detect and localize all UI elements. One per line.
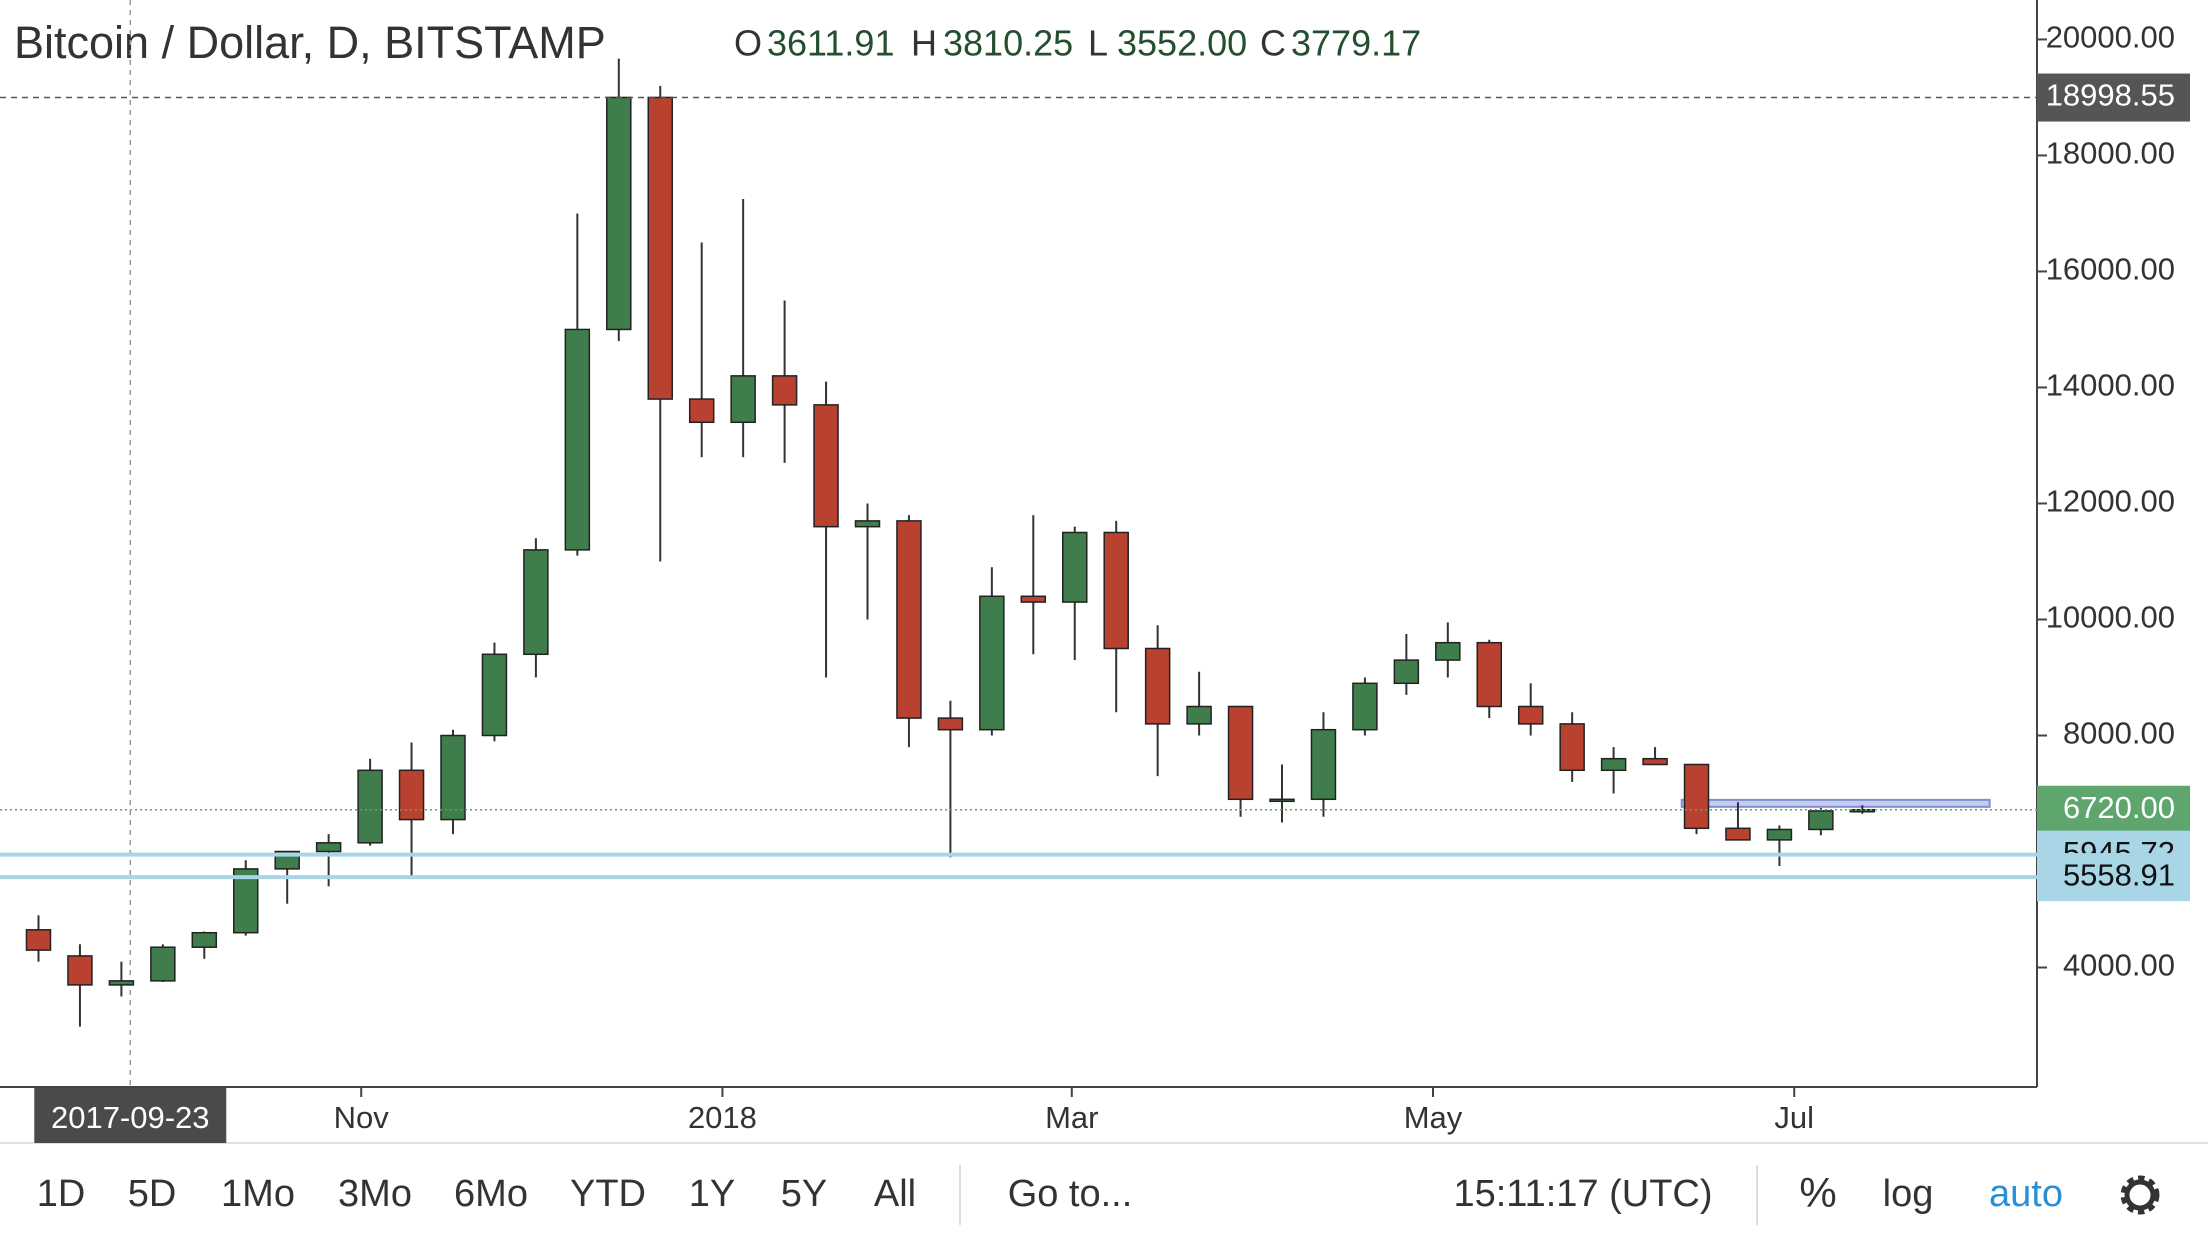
candle-body <box>1062 531 1088 603</box>
candle-body <box>25 929 52 951</box>
price-label: 18998.55 <box>2046 78 2175 113</box>
range-button[interactable]: 5D <box>128 1173 177 1215</box>
candle-body <box>481 653 508 737</box>
candle-body <box>937 717 964 731</box>
candle-body <box>771 375 798 406</box>
candle-body <box>1144 647 1171 725</box>
candle-body <box>1517 705 1544 725</box>
legend-value: 3779.17 <box>1291 23 1421 64</box>
x-tick-label: May <box>1404 1100 1463 1135</box>
y-tick-label: 14000.00 <box>2046 368 2175 403</box>
candle-body <box>688 398 715 424</box>
candle-body <box>1435 641 1461 661</box>
price-label: 6720.00 <box>2063 790 2175 825</box>
legend-key: O <box>734 23 762 64</box>
crosshair-date-box <box>34 1088 227 1143</box>
candle-body <box>564 328 591 551</box>
range-button[interactable]: 1Y <box>689 1173 735 1215</box>
candle-body <box>1227 705 1254 801</box>
crosshair-date: 2017-09-23 <box>51 1100 210 1135</box>
candle-body <box>979 595 1005 731</box>
candle-body <box>854 520 881 528</box>
candle-body <box>1393 659 1420 685</box>
candle-body <box>1352 682 1378 731</box>
candle-body <box>896 520 922 719</box>
y-tick-label: 8000.00 <box>2063 716 2175 751</box>
legend-value: 3611.91 <box>767 23 894 64</box>
range-button[interactable]: 1D <box>37 1173 86 1215</box>
range-button[interactable]: All <box>874 1173 916 1215</box>
candle-body <box>1310 728 1337 801</box>
candle-body <box>1808 810 1834 831</box>
candle-body <box>1600 757 1627 772</box>
percent-toggle[interactable]: % <box>1799 1169 1836 1216</box>
candle-body <box>67 955 93 986</box>
price-label-box <box>2037 785 2190 834</box>
candle-body <box>191 931 218 948</box>
candle-body <box>813 404 839 528</box>
y-tick-label: 16000.00 <box>2046 252 2175 287</box>
candle-body <box>150 946 176 982</box>
candle-body <box>1766 828 1793 841</box>
x-tick-label: Jul <box>1774 1100 1814 1135</box>
candle-body <box>1725 827 1751 841</box>
legend-value: 3810.25 <box>943 23 1073 64</box>
goto-button[interactable]: Go to... <box>1008 1173 1133 1215</box>
y-tick-label: 10000.00 <box>2046 600 2175 635</box>
zone <box>1680 798 1991 808</box>
candle-body <box>1849 808 1876 813</box>
range-button[interactable]: 6Mo <box>454 1173 528 1215</box>
legend-key: L <box>1088 23 1108 64</box>
auto-toggle[interactable]: auto <box>1989 1173 2063 1215</box>
range-button[interactable]: 1Mo <box>221 1173 295 1215</box>
legend-value: 3552.00 <box>1117 23 1247 64</box>
y-tick-label: 4000.00 <box>2063 948 2175 983</box>
y-tick-label: 12000.00 <box>2046 484 2175 519</box>
legend-key: C <box>1260 23 1286 64</box>
candle-body <box>108 980 135 986</box>
price-label-box <box>2037 73 2190 122</box>
candle-body <box>647 96 673 400</box>
x-tick-label: Nov <box>334 1100 390 1135</box>
candle-body <box>1103 531 1129 650</box>
candle-body <box>1642 757 1668 766</box>
chart-title: Bitcoin / Dollar, D, BITSTAMP <box>14 17 606 68</box>
range-button[interactable]: 3Mo <box>338 1173 412 1215</box>
y-tick-label: 20000.00 <box>2046 20 2175 55</box>
candle-body <box>1476 641 1503 708</box>
x-tick-label: 2018 <box>688 1100 757 1135</box>
range-button[interactable]: 5Y <box>781 1173 827 1215</box>
gear-icon[interactable] <box>2120 1175 2160 1215</box>
candle-body <box>1683 763 1710 830</box>
price-label-box <box>2037 853 2190 902</box>
candle-body <box>440 734 466 821</box>
price-label: 5558.91 <box>2063 857 2175 892</box>
candle-body <box>730 375 756 424</box>
candle-body <box>232 868 259 934</box>
candle-body <box>315 842 342 853</box>
range-button[interactable]: YTD <box>570 1173 646 1215</box>
candle-body <box>1020 595 1047 603</box>
candle-body <box>606 96 632 331</box>
clock: 15:11:17 (UTC) <box>1453 1173 1712 1215</box>
candle-body <box>1269 798 1295 803</box>
y-tick-label: 18000.00 <box>2046 136 2175 171</box>
candle-body <box>1186 705 1212 725</box>
legend-key: H <box>911 23 937 64</box>
log-toggle[interactable]: log <box>1883 1173 1934 1215</box>
candle-body <box>1559 723 1585 772</box>
candle-body <box>523 549 549 656</box>
candle-body <box>357 769 383 844</box>
x-tick-label: Mar <box>1045 1100 1098 1135</box>
candle-body <box>398 769 425 821</box>
